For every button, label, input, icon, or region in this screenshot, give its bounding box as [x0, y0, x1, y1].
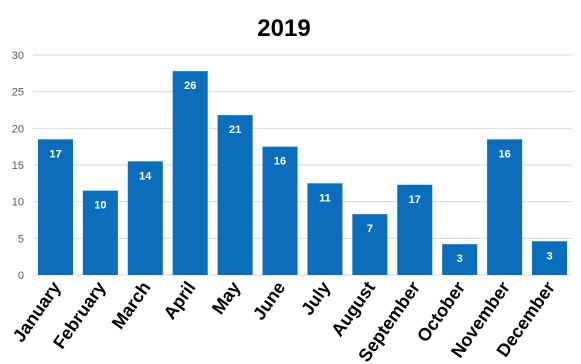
data-label: 14: [139, 170, 152, 182]
y-tick-label: 25: [12, 87, 24, 99]
bars: 17 10 14 26 21 16 11 7 17 3 16 3: [37, 71, 568, 275]
chart-title: 2019: [257, 15, 310, 42]
x-tick-label: June: [249, 278, 289, 324]
bar-april: [172, 71, 208, 275]
bar-february: [82, 190, 118, 275]
y-tick-label: 15: [12, 160, 24, 172]
x-tick-label: March: [108, 278, 155, 333]
bar-may: [217, 115, 253, 275]
x-tick-label: May: [208, 278, 244, 318]
y-tick-label: 0: [18, 270, 24, 282]
y-axis: 0 5 10 15 20 25 30: [12, 50, 24, 282]
bar-december: [532, 241, 568, 275]
bar-august: [352, 214, 388, 275]
bar-march: [127, 161, 163, 275]
data-label: 11: [319, 192, 331, 204]
data-label: 17: [49, 148, 61, 160]
bar-july: [307, 183, 343, 275]
data-label: 16: [499, 148, 511, 160]
data-label: 10: [94, 200, 106, 212]
y-tick-label: 5: [18, 233, 24, 245]
bar-november: [487, 139, 523, 275]
bar-january: [37, 139, 73, 275]
data-label: 21: [229, 124, 241, 136]
y-tick-label: 10: [12, 197, 24, 209]
bar-september: [397, 184, 433, 275]
data-label: 17: [409, 194, 421, 206]
y-tick-label: 20: [12, 123, 24, 135]
x-tick-label: April: [160, 278, 200, 323]
data-label: 7: [367, 223, 373, 235]
x-tick-label: July: [297, 278, 334, 319]
bar-october: [442, 244, 478, 275]
y-tick-label: 30: [12, 50, 24, 62]
gridlines: [33, 54, 572, 276]
data-label: 3: [546, 250, 552, 262]
data-label: 16: [274, 156, 286, 168]
bar-june: [262, 146, 298, 275]
data-label: 3: [457, 253, 463, 265]
data-label: 26: [184, 80, 196, 92]
